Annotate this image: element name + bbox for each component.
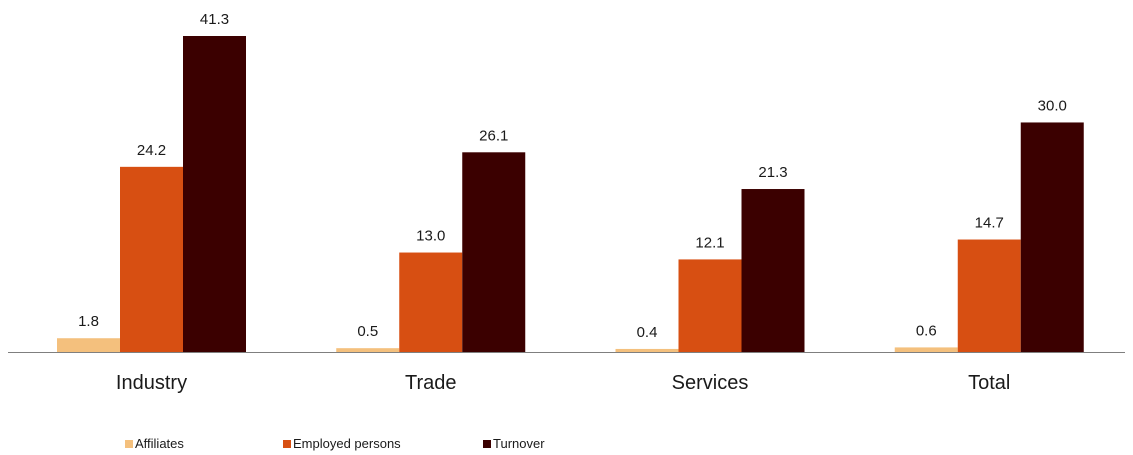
- value-label-industry-employed-persons: 24.2: [137, 142, 166, 159]
- category-label-trade: Trade: [405, 372, 457, 394]
- value-label-industry-turnover: 41.3: [200, 11, 229, 28]
- bars-layer: [57, 36, 1084, 352]
- category-label-total: Total: [968, 372, 1010, 394]
- value-label-total-affiliates: 0.6: [916, 322, 937, 339]
- bar-services-affiliates: [615, 348, 679, 352]
- legend-label-affiliates: Affiliates: [135, 436, 184, 451]
- legend-label-turnover: Turnover: [493, 436, 545, 451]
- legend-swatch-affiliates: [125, 440, 133, 448]
- value-label-trade-affiliates: 0.5: [357, 323, 378, 340]
- value-label-industry-affiliates: 1.8: [78, 313, 99, 330]
- value-label-trade-turnover: 26.1: [479, 127, 508, 144]
- legend-label-employed-persons: Employed persons: [293, 436, 401, 451]
- bar-industry-affiliates: [57, 338, 120, 352]
- category-label-services: Services: [672, 372, 749, 394]
- value-label-services-turnover: 21.3: [758, 164, 787, 181]
- bar-industry-turnover: [183, 36, 246, 352]
- category-label-industry: Industry: [116, 372, 187, 394]
- bar-trade-turnover: [462, 152, 526, 352]
- bar-total-employed-persons: [957, 239, 1021, 352]
- value-labels-layer: 1.8 24.2 41.3 0.5 13.0 26.1 0.4 12.1 21.3 0.6 14.7…: [78, 11, 1067, 341]
- bar-services-employed-persons: [678, 259, 742, 352]
- category-labels-layer: Industry Trade Services Total: [116, 372, 1010, 394]
- bar-trade-employed-persons: [399, 252, 463, 352]
- bar-industry-employed-persons: [120, 166, 183, 352]
- legend-swatch-turnover: [483, 440, 491, 448]
- bar-total-turnover: [1020, 122, 1084, 352]
- legend-swatch-employed-persons: [283, 440, 291, 448]
- value-label-services-employed-persons: 12.1: [695, 234, 724, 251]
- bar-total-affiliates: [894, 347, 958, 352]
- bar-services-turnover: [741, 189, 805, 352]
- value-label-total-turnover: 30.0: [1038, 97, 1067, 114]
- value-label-services-affiliates: 0.4: [637, 324, 658, 341]
- value-label-trade-employed-persons: 13.0: [416, 228, 445, 245]
- legend: Affiliates Employed persons Turnover: [125, 436, 545, 451]
- bar-trade-affiliates: [336, 348, 400, 352]
- value-label-total-employed-persons: 14.7: [975, 215, 1004, 232]
